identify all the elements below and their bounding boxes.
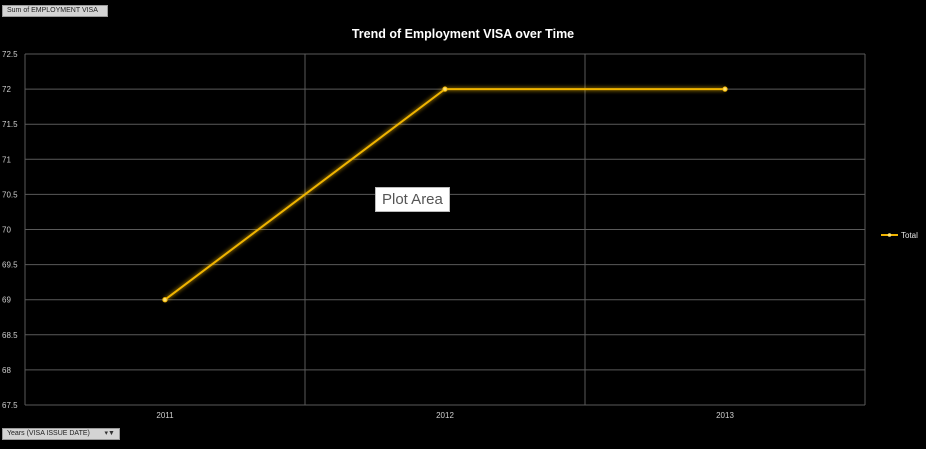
y-tick-label: 69.5 xyxy=(2,261,18,270)
chart-title: Trend of Employment VISA over Time xyxy=(352,27,574,41)
x-tick-label: 2013 xyxy=(716,411,734,420)
y-tick-label: 70 xyxy=(2,226,11,235)
y-tick-label: 71.5 xyxy=(2,120,18,129)
y-tick-label: 68.5 xyxy=(2,331,18,340)
y-tick-label: 72.5 xyxy=(2,50,18,59)
data-point[interactable] xyxy=(722,86,728,92)
y-tick-label: 72 xyxy=(2,85,11,94)
axis-field-label: Years (VISA ISSUE DATE) xyxy=(7,430,90,437)
data-point[interactable] xyxy=(442,86,448,92)
y-tick-label: 71 xyxy=(2,155,11,164)
y-tick-label: 68 xyxy=(2,366,11,375)
plot-area-tooltip: Plot Area xyxy=(375,187,450,212)
legend[interactable]: Total xyxy=(881,231,918,240)
y-tick-label: 67.5 xyxy=(2,401,18,410)
filter-icon[interactable]: ▾▼ xyxy=(104,430,115,437)
value-field-button[interactable]: Sum of EMPLOYMENT VISA xyxy=(2,5,108,17)
data-point[interactable] xyxy=(162,297,168,303)
x-tick-label: 2011 xyxy=(156,411,174,420)
y-tick-label: 69 xyxy=(2,296,11,305)
axis-field-button[interactable]: Years (VISA ISSUE DATE) ▾▼ xyxy=(2,428,120,440)
y-tick-label: 70.5 xyxy=(2,190,18,199)
legend-marker xyxy=(887,233,892,237)
x-tick-label: 2012 xyxy=(436,411,454,420)
legend-label: Total xyxy=(901,231,918,240)
